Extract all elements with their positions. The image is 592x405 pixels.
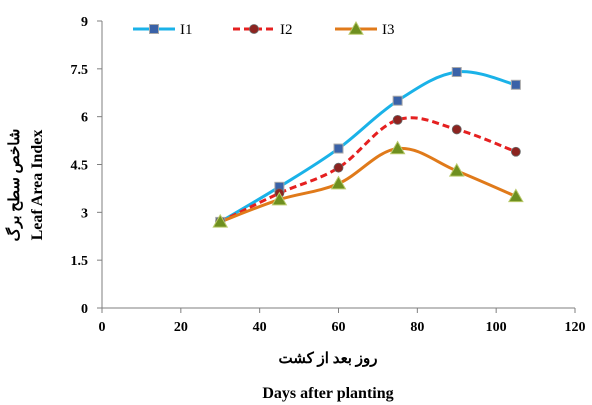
x-tick-label: 100 [486, 320, 507, 335]
x-tick-label: 120 [565, 320, 586, 335]
series-lines [218, 70, 518, 224]
y-axis-title-persian: شاخص سطح برگ [5, 129, 23, 242]
data-point-i2 [451, 124, 462, 135]
y-tick-label: 3 [81, 206, 88, 221]
y-tick-label: 0 [81, 302, 88, 317]
x-tick-label: 0 [99, 320, 106, 335]
data-point-i3 [508, 188, 524, 203]
y-tick-label: 9 [81, 15, 88, 30]
data-point-i2 [333, 162, 344, 173]
legend-marker-i1 [149, 24, 159, 34]
data-point-i3 [212, 213, 229, 228]
data-point-i3 [389, 140, 406, 155]
y-tick-label: 7.5 [71, 63, 89, 78]
legend-label-i3: I3 [382, 22, 395, 38]
series-line-i3 [218, 146, 518, 224]
legend-label-i2: I2 [280, 22, 293, 38]
x-tick-label: 60 [332, 320, 346, 335]
data-point-i1 [451, 67, 462, 78]
y-tick-label: 4.5 [71, 159, 89, 174]
data-point-i2 [392, 114, 403, 125]
y-tick-label: 6 [81, 111, 88, 126]
data-point-i3 [271, 191, 288, 206]
legend: I1 I2 I3 [133, 20, 395, 38]
legend-label-i1: I1 [180, 22, 193, 38]
legend-marker-i3 [348, 20, 364, 35]
data-point-i3 [448, 162, 465, 177]
x-axis-title-persian: روز بعد از کشت [279, 351, 378, 367]
data-point-i1 [392, 95, 403, 106]
x-tick-label: 40 [253, 320, 267, 335]
data-point-i2 [510, 146, 521, 157]
legend-marker-i2 [249, 24, 259, 34]
x-tick-label: 20 [174, 320, 188, 335]
x-axis-title: Days after planting [262, 385, 393, 402]
data-point-i3 [330, 175, 347, 190]
y-tick-label: 1.5 [71, 254, 89, 269]
y-axis-title: Leaf Area Index [29, 130, 46, 241]
data-point-i1 [333, 143, 344, 154]
series-markers [212, 67, 524, 228]
data-point-i1 [510, 79, 521, 90]
x-tick-label: 80 [410, 320, 424, 335]
tick-labels: 0 20 40 60 80 100 120 0 1.5 3 4.5 6 7.5 9 [71, 15, 586, 335]
